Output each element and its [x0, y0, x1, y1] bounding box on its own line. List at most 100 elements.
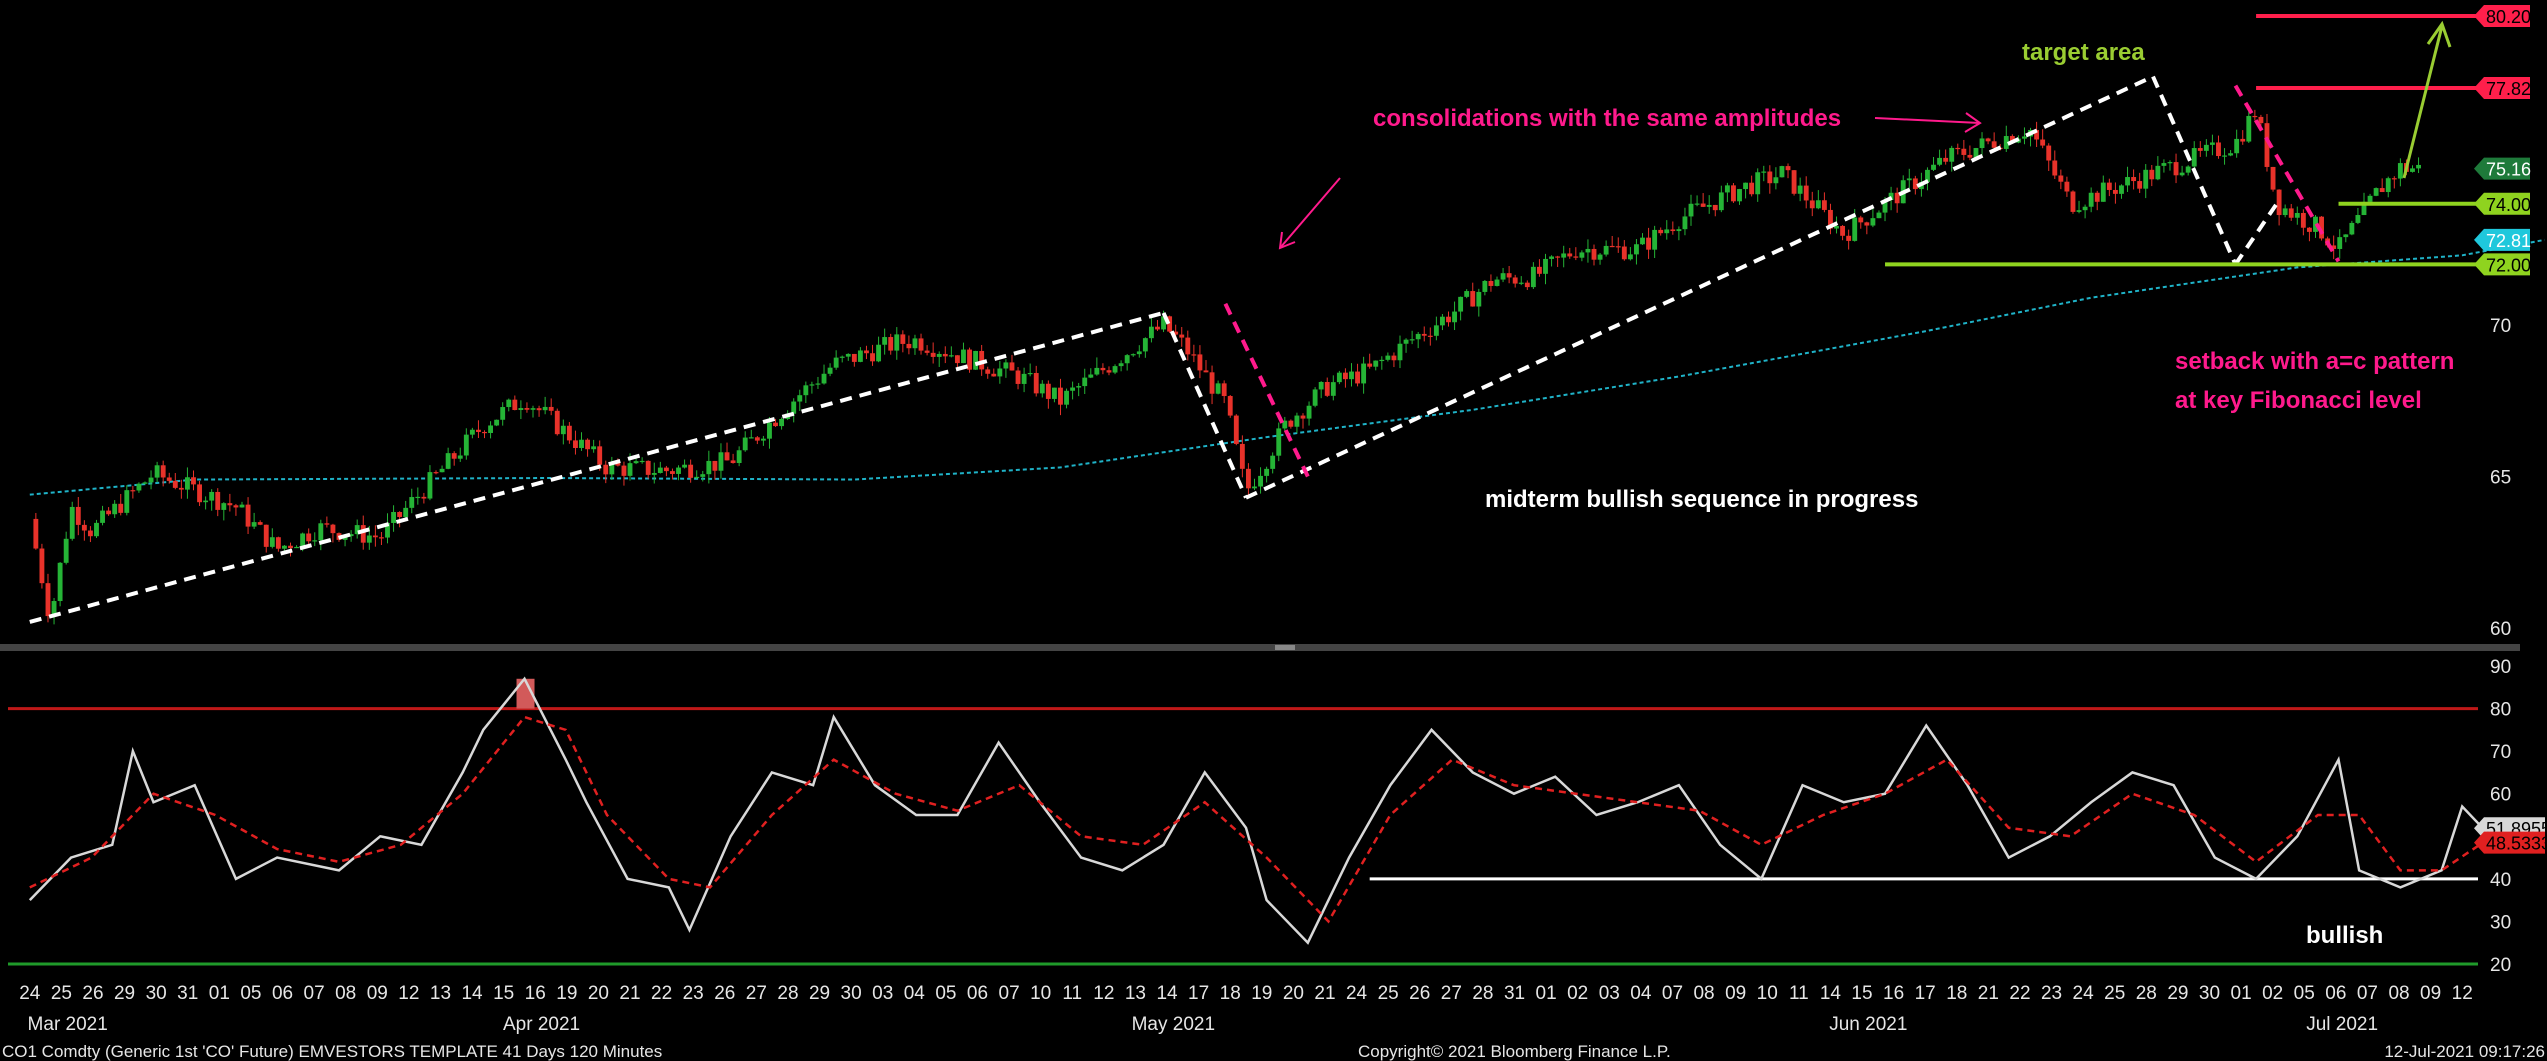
oscillator-tick-label: 90 [2490, 657, 2511, 678]
x-day-label: 29 [114, 983, 135, 1004]
candle [421, 492, 427, 504]
x-day-label: 05 [240, 983, 261, 1004]
candle [1585, 239, 1591, 263]
candle [591, 439, 597, 453]
x-day-label: 30 [146, 983, 167, 1004]
candle [2143, 164, 2149, 199]
candle [621, 461, 627, 486]
trend-line [1223, 302, 1310, 478]
x-day-label: 26 [1409, 983, 1430, 1004]
candle [2397, 158, 2403, 187]
x-day-label: 12 [398, 983, 419, 1004]
candle [94, 519, 99, 539]
candle [1288, 419, 1294, 429]
candle [2391, 176, 2397, 189]
candle [494, 419, 500, 427]
candle [1179, 327, 1185, 347]
candle [1185, 330, 1191, 361]
candle [560, 419, 566, 445]
candle [1864, 221, 1870, 235]
x-day-label: 14 [1820, 983, 1842, 1004]
x-day-label: 07 [999, 983, 1020, 1004]
candle [512, 395, 518, 411]
candle [2131, 169, 2137, 190]
green-target-arrow [2402, 20, 2452, 179]
candle [2240, 130, 2246, 145]
candle [609, 456, 615, 480]
candle [318, 519, 324, 551]
candle [87, 526, 93, 543]
annotation-midterm-bullish: midterm bullish sequence in progress [1485, 486, 1918, 513]
x-day-label: 27 [746, 983, 767, 1004]
candle [1767, 165, 1773, 194]
candle [651, 462, 657, 484]
value-tag: 75.16 [2474, 157, 2531, 180]
oscillator-tick-label: 20 [2490, 955, 2511, 976]
candle [1027, 363, 1033, 377]
candle [1330, 375, 1336, 401]
x-month-label: Jun 2021 [1829, 1014, 1907, 1035]
candle [1039, 380, 1045, 398]
candle [1985, 137, 1991, 145]
x-month-label: Mar 2021 [28, 1014, 108, 1035]
candle [1124, 354, 1130, 371]
x-day-label: 28 [777, 983, 798, 1004]
candle [1215, 380, 1221, 395]
candle [2246, 109, 2252, 143]
candle [184, 467, 190, 499]
candle [100, 505, 105, 526]
candle [2003, 125, 2009, 152]
candle [2100, 175, 2106, 202]
candle [433, 470, 439, 475]
candle [251, 512, 257, 530]
x-day-label: 26 [714, 983, 735, 1004]
candle [2343, 234, 2349, 243]
candle [894, 327, 900, 360]
candle [506, 398, 512, 412]
level-tag: 72.00 [2474, 253, 2531, 276]
level-tag-label: 74.00 [2486, 195, 2531, 215]
candle [1173, 324, 1179, 337]
x-day-label: 05 [2294, 983, 2315, 1004]
x-day-label: 03 [872, 983, 893, 1004]
candle [524, 402, 530, 413]
level-tag-label: 72.00 [2486, 255, 2531, 275]
x-day-label: 22 [651, 983, 672, 1004]
candle [1239, 435, 1245, 478]
candle [1367, 353, 1373, 369]
candle [154, 461, 160, 483]
candle [269, 528, 275, 549]
x-day-label: 19 [1251, 983, 1272, 1004]
candle [1524, 280, 1530, 290]
x-day-label: 28 [1472, 983, 1493, 1004]
candle [803, 381, 809, 404]
candle [1051, 387, 1057, 403]
candle [1155, 319, 1160, 331]
candle [718, 443, 724, 479]
x-day-label: 01 [2231, 983, 2252, 1004]
candle [1797, 177, 1803, 202]
candle [1803, 176, 1809, 209]
candle [1112, 364, 1118, 375]
x-day-label: 05 [935, 983, 956, 1004]
candle [142, 481, 148, 485]
candle [2064, 176, 2070, 197]
annotation-fibonacci: at key Fibonacci level [2175, 387, 2422, 414]
candle [1076, 382, 1082, 397]
candle [124, 485, 130, 516]
candle [1876, 210, 1882, 219]
x-day-label: 13 [430, 983, 451, 1004]
candle [2373, 187, 2379, 197]
candle [1130, 353, 1136, 357]
candle [1209, 365, 1215, 405]
candle [809, 381, 815, 394]
candle [1846, 229, 1852, 250]
candle [1755, 168, 1761, 202]
candle [1979, 132, 1985, 156]
panel-splitter-handle[interactable] [1275, 645, 1295, 650]
candle [566, 422, 572, 444]
panel-separator[interactable] [0, 644, 2520, 651]
candle [906, 335, 912, 355]
candle [2331, 235, 2337, 260]
candle [1627, 247, 1633, 261]
